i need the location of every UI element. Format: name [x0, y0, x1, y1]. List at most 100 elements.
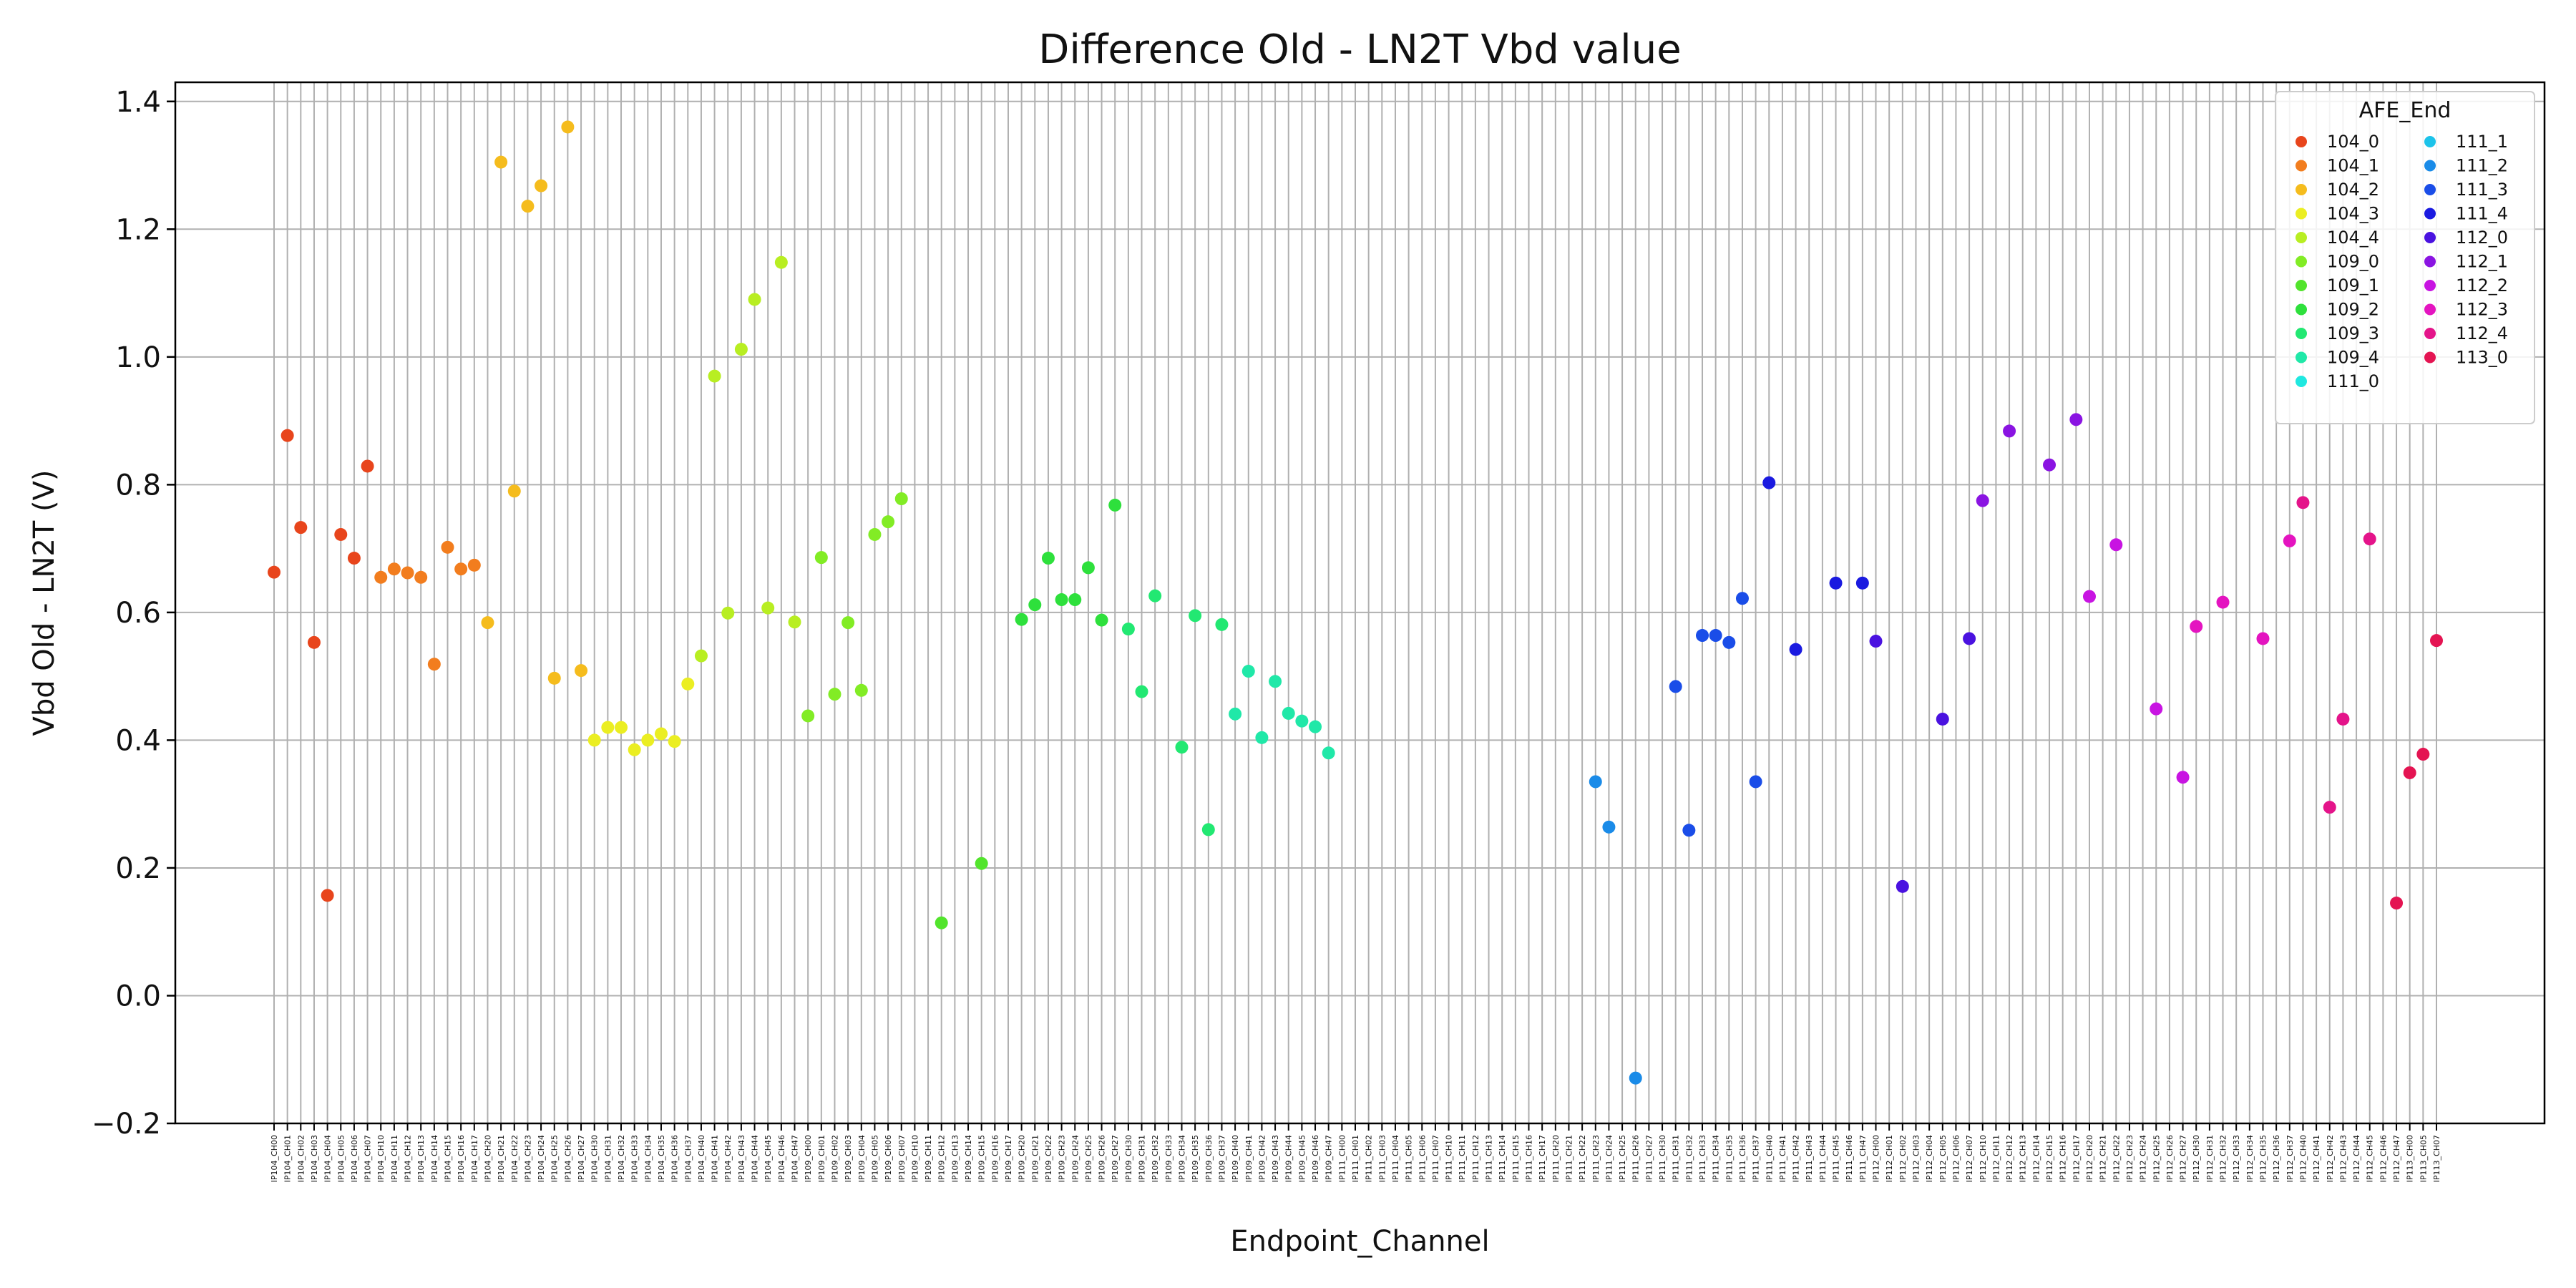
x-tick-label: IP104_CH24 — [537, 1135, 546, 1182]
legend-marker — [2424, 351, 2436, 364]
x-tick-label: IP111_CH30 — [1658, 1135, 1667, 1182]
x-tick-label: IP104_CH35 — [657, 1135, 666, 1182]
x-tick-label: IP104_CH46 — [777, 1135, 786, 1182]
legend-marker — [2296, 160, 2307, 172]
data-point-109_3 — [1215, 618, 1229, 631]
x-tick-label: IP111_CH02 — [1365, 1135, 1374, 1182]
x-tick-label: IP104_CH23 — [523, 1135, 532, 1182]
data-point-111_3 — [1722, 635, 1736, 649]
x-tick-label: IP111_CH20 — [1551, 1135, 1561, 1182]
data-point-109_2 — [1028, 598, 1042, 612]
x-tick-label: IP112_CH37 — [2285, 1135, 2295, 1182]
x-tick-label: IP109_CH10 — [910, 1135, 919, 1182]
x-tick-label: IP111_CH26 — [1631, 1135, 1641, 1182]
data-point-109_4 — [1295, 714, 1309, 728]
x-tick-label: IP111_CH15 — [1511, 1135, 1521, 1182]
x-tick-label: IP109_CH07 — [897, 1135, 907, 1182]
data-point-104_3 — [628, 743, 641, 756]
x-tick-label: IP109_CH45 — [1297, 1135, 1307, 1182]
data-point-111_3 — [1735, 592, 1749, 605]
data-point-104_3 — [615, 721, 628, 734]
legend-marker — [2424, 255, 2436, 268]
data-point-109_3 — [1201, 823, 1215, 836]
legend-marker — [2296, 208, 2307, 220]
data-point-104_1 — [387, 562, 401, 576]
data-point-104_2 — [547, 671, 561, 685]
data-point-111_4 — [1762, 476, 1776, 489]
x-tick-label: IP111_CH43 — [1805, 1135, 1814, 1182]
x-tick-label: IP112_CH44 — [2352, 1135, 2361, 1182]
data-point-104_4 — [734, 343, 748, 356]
x-tick-label: IP104_CH15 — [444, 1135, 453, 1182]
x-tick-label: IP104_CH20 — [483, 1135, 492, 1182]
x-tick-label: IP109_CH32 — [1151, 1135, 1160, 1182]
x-tick-label: IP112_CH27 — [2179, 1135, 2188, 1182]
x-tick-label: IP109_CH20 — [1018, 1135, 1027, 1182]
x-tick-label: IP111_CH40 — [1765, 1135, 1774, 1182]
x-tick-label: IP104_CH30 — [590, 1135, 600, 1182]
data-point-112_0 — [1963, 632, 1976, 645]
x-tick-label: IP112_CH41 — [2312, 1135, 2321, 1182]
data-point-104_1 — [427, 658, 441, 671]
x-tick-label: IP111_CH37 — [1752, 1135, 1761, 1182]
x-tick-label: IP111_CH16 — [1525, 1135, 1534, 1182]
x-tick-label: IP104_CH47 — [791, 1135, 800, 1182]
data-point-111_3 — [1682, 824, 1696, 837]
x-tick-label: IP112_CH47 — [2392, 1135, 2401, 1182]
data-point-109_0 — [894, 492, 908, 505]
data-point-104_2 — [575, 664, 588, 678]
legend-label: 111_3 — [2456, 180, 2508, 200]
data-point-104_4 — [708, 369, 721, 383]
x-tick-label: IP111_CH45 — [1832, 1135, 1841, 1182]
x-tick-label: IP104_CH17 — [470, 1135, 479, 1182]
data-point-104_4 — [694, 649, 708, 663]
data-point-109_1 — [935, 916, 948, 930]
data-point-112_2 — [2109, 538, 2123, 552]
y-axis-label: Vbd Old - LN2T (V) — [28, 469, 61, 736]
data-point-111_3 — [1696, 629, 1709, 643]
x-tick-label: IP104_CH26 — [563, 1135, 572, 1182]
x-tick-label: IP111_CH31 — [1672, 1135, 1681, 1182]
y-tick-label: 1.4 — [115, 86, 161, 119]
x-tick-label: IP109_CH23 — [1058, 1135, 1067, 1182]
x-tick-label: IP109_CH30 — [1124, 1135, 1133, 1182]
data-point-104_1 — [467, 558, 481, 572]
legend-marker — [2424, 184, 2436, 195]
x-tick-label: IP104_CH43 — [737, 1135, 746, 1182]
x-tick-label: IP104_CH13 — [416, 1135, 426, 1182]
x-tick-label: IP109_CH37 — [1217, 1135, 1226, 1182]
x-tick-label: IP111_CH05 — [1405, 1135, 1414, 1182]
data-point-104_2 — [521, 200, 535, 213]
legend-label: 104_1 — [2327, 156, 2379, 176]
x-tick-label: IP112_CH00 — [1872, 1135, 1881, 1182]
x-tick-label: IP104_CH12 — [404, 1135, 413, 1182]
data-point-109_2 — [1068, 593, 1082, 607]
legend-marker — [2296, 255, 2307, 268]
x-tick-label: IP109_CH24 — [1070, 1135, 1080, 1182]
legend-label: 104_3 — [2327, 204, 2379, 224]
data-point-112_3 — [2216, 595, 2230, 609]
x-tick-label: IP104_CH21 — [497, 1135, 506, 1182]
legend-label: 112_1 — [2456, 252, 2508, 272]
data-point-111_3 — [1709, 629, 1722, 643]
legend-marker — [2424, 208, 2436, 220]
legend-label: 104_4 — [2327, 228, 2379, 248]
x-tick-label: IP111_CH11 — [1458, 1135, 1467, 1182]
x-tick-label: IP112_CH34 — [2245, 1135, 2255, 1182]
data-point-112_0 — [1896, 879, 1909, 893]
x-tick-label: IP104_CH34 — [643, 1135, 653, 1182]
x-tick-label: IP109_CH02 — [830, 1135, 839, 1182]
x-tick-label: IP111_CH21 — [1564, 1135, 1574, 1182]
x-tick-label: IP112_CH04 — [1925, 1135, 1934, 1182]
x-tick-label: IP112_CH16 — [2059, 1135, 2068, 1182]
x-tick-label: IP104_CH44 — [751, 1135, 760, 1182]
data-point-104_0 — [334, 527, 348, 541]
x-tick-label: IP109_CH33 — [1164, 1135, 1174, 1182]
x-tick-label: IP112_CH32 — [2219, 1135, 2228, 1182]
data-point-109_3 — [1189, 609, 1202, 623]
data-point-109_2 — [1108, 498, 1122, 512]
x-tick-label: IP104_CH40 — [697, 1135, 706, 1182]
data-point-104_0 — [268, 565, 280, 579]
x-tick-label: IP112_CH30 — [2192, 1135, 2201, 1182]
